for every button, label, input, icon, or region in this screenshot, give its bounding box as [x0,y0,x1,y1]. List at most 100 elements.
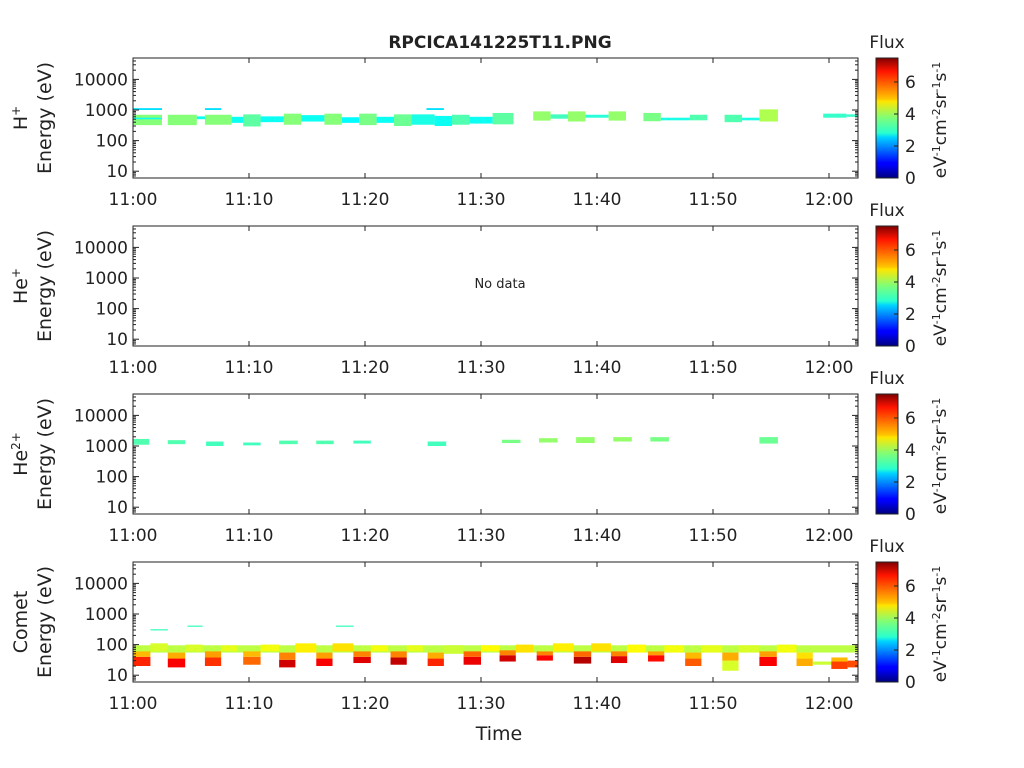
heatmap-cell [469,116,493,124]
x-tick-label: 11:20 [341,526,390,546]
heatmap-cell [812,661,832,665]
x-tick-label: 11:40 [573,526,622,546]
heatmap-cell [427,658,444,666]
plot-frame [132,57,859,179]
heatmap-cell [427,441,447,446]
colorbar-unit-label: eV-1cm-2sr-1s-1 [930,566,952,683]
heatmap-cell [648,655,665,662]
colorbar-unit-label: eV-1cm-2sr-1s-1 [930,62,952,179]
heatmap-cell [185,644,203,652]
colorbar-gradient [875,57,899,179]
x-tick-label: 11:30 [457,694,506,714]
y-tick-label: 1000 [85,605,128,625]
panel-he-plus: 11:00 11:10 11:20 11:30 11:40 11:50 12:00 10 100… [9,201,951,378]
heatmap-cell [167,440,186,445]
heatmap-cell [260,644,280,652]
heatmap-cell [759,109,778,122]
heatmap-cell [568,111,586,122]
heatmap-cell [742,117,760,121]
y-tick-label: 1000 [85,437,128,457]
colorbar-title: Flux [869,537,904,557]
heatmap-cell [796,652,813,659]
heatmap-cell [481,645,500,652]
heatmap-cell [324,113,342,125]
heatmap-cell [536,655,553,661]
heatmap-cell [279,652,296,660]
heatmap-cell [643,112,661,122]
heatmap-cell [608,111,626,121]
colorbar-tick-label: 2 [905,137,916,157]
heatmap-cell [443,645,464,654]
x-tick-label: 11:30 [457,190,506,210]
colorbar-tick-label: 6 [905,409,916,429]
y-tick-label: 10 [106,330,128,350]
heatmap-cells [133,625,858,671]
colorbar-title: Flux [869,201,904,221]
heatmap-cell [576,437,595,444]
heatmap-cell [133,438,150,445]
heatmap-cell [243,114,261,127]
panel-comet: 11:00 11:10 11:20 11:30 11:40 11:50 12:00 10 100… [10,537,951,714]
plot-frame [132,561,859,683]
heatmap-cell [167,114,197,126]
heatmap-cell [831,657,848,662]
heatmap-cell [552,643,574,652]
x-tick-label: 11:00 [109,190,158,210]
heatmap-cell [283,113,302,125]
heatmap-cell [411,114,435,125]
heatmap-cell [150,643,168,652]
heatmap-cell [613,437,632,442]
y-tick-label: 10 [106,666,128,686]
x-tick-label: 12:00 [805,526,854,546]
y-tick-label: 10000 [74,238,128,258]
heatmap-cell [550,114,568,119]
y-axis-unit-label: Energy (eV) [34,230,56,342]
heatmap-cell [536,651,553,656]
heatmap-cell [279,659,296,668]
heatmap-cell [427,652,444,659]
y-axis-species-label: He2+ [9,432,32,476]
x-tick-label: 11:00 [109,526,158,546]
heatmap-cell [585,114,609,118]
y-axis-species-label: He+ [9,268,32,304]
heatmap-cell [759,656,777,666]
heatmap-cell [167,652,186,659]
heatmap-cell [133,117,162,120]
x-tick-label: 11:10 [225,526,274,546]
heatmap-cell [463,651,481,657]
heatmap-cell [846,114,858,117]
heatmap-cell [133,114,162,126]
colorbar: Flux 0 2 4 6 eV-1cm-2sr-1s-1 [869,33,951,189]
colorbar-tick-label: 6 [905,73,916,93]
y-tick-label: 1000 [85,269,128,289]
x-axis-label: Time [475,723,523,745]
heatmap-cell [370,645,389,652]
heatmap-cell [664,645,684,653]
heatmap-cell [204,657,222,666]
heatmap-cell [539,438,558,443]
x-tick-label: 11:20 [341,694,390,714]
x-tick-label: 11:50 [689,526,738,546]
heatmap-cell [187,625,203,627]
heatmap-cell [336,625,354,627]
x-tick-label: 11:00 [109,358,158,378]
heatmap-cell [316,652,333,659]
heatmap-cell [221,645,238,652]
heatmap-cell [243,442,261,446]
heatmap-cells [133,437,778,446]
x-tick-label: 11:40 [573,694,622,714]
heatmap-cell [759,437,778,444]
heatmap-cell [390,651,407,658]
heatmap-cell [573,651,592,657]
heatmap-cell [463,656,481,665]
y-tick-label: 100 [96,468,128,488]
y-tick-label: 100 [96,132,128,152]
y-tick-label: 10000 [74,70,128,90]
heatmap-cell [316,658,333,666]
colorbar-tick-label: 0 [905,337,916,357]
heatmap-cell [515,644,534,653]
heatmap-cell [243,656,261,665]
heatmap-cell [610,651,628,657]
heatmap-cell [204,114,232,125]
